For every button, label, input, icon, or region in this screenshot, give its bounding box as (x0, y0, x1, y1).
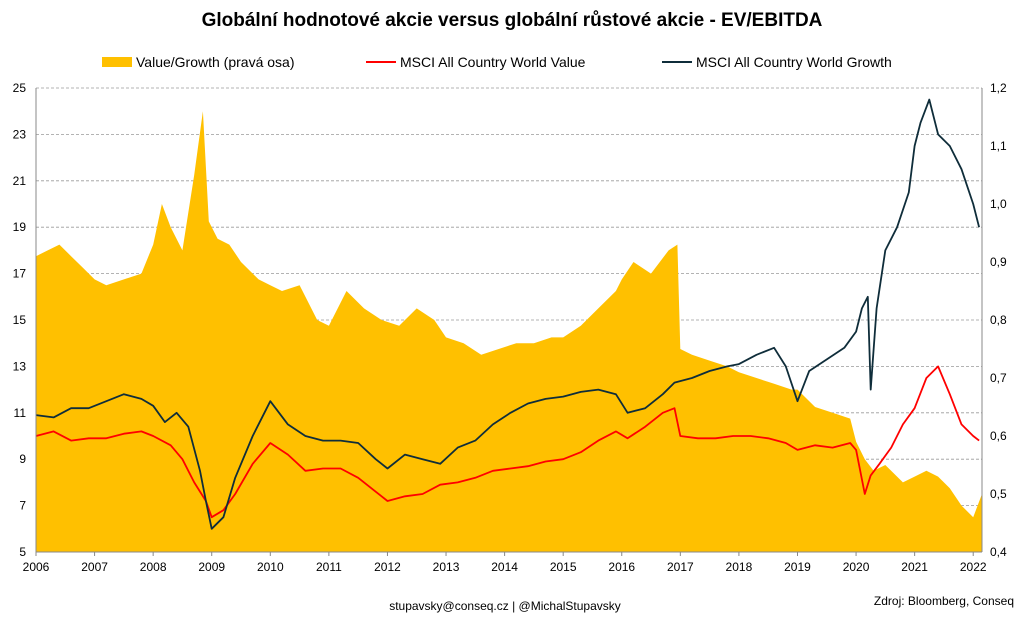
footer-source: Zdroj: Bloomberg, Conseq (874, 594, 1014, 608)
y-tick-left: 21 (13, 174, 27, 188)
x-tick-label: 2013 (433, 560, 460, 574)
y-tick-right: 1,2 (990, 81, 1007, 95)
x-tick-label: 2006 (23, 560, 50, 574)
chart-title: Globální hodnotové akcie versus globální… (202, 10, 823, 31)
footer-contact: stupavsky@conseq.cz | @MichalStupavsky (389, 599, 621, 613)
y-tick-left: 15 (13, 313, 27, 327)
x-tick-label: 2009 (198, 560, 225, 574)
y-tick-right: 0,5 (990, 487, 1007, 501)
series-area-value-growth (36, 111, 982, 552)
area-layer (36, 111, 982, 552)
y-tick-right: 1,0 (990, 197, 1007, 211)
legend-label: Value/Growth (pravá osa) (136, 54, 294, 70)
y-tick-right: 0,9 (990, 255, 1007, 269)
y-tick-left: 25 (13, 81, 27, 95)
x-tick-label: 2014 (491, 560, 518, 574)
x-tick-label: 2016 (608, 560, 635, 574)
axes: 5 7 9 11 13 15 17 19 21 23 25 0,4 0,5 0,6 0,7 0,8 0,9 1,0… (13, 81, 1007, 574)
series-line-2 (35, 98, 980, 530)
x-tick-label: 2020 (843, 560, 870, 574)
legend-swatch-area (102, 57, 132, 67)
x-tick-label: 2021 (901, 560, 928, 574)
y-tick-left: 7 (19, 499, 26, 513)
legend: Value/Growth (pravá osa) MSCI All Country… (102, 54, 892, 70)
y-tick-right: 0,4 (990, 545, 1007, 559)
x-tick-label: 2008 (140, 560, 167, 574)
y-tick-right: 1,1 (990, 139, 1007, 153)
x-tick-label: 2007 (81, 560, 108, 574)
y-tick-left: 19 (13, 220, 27, 234)
y-tick-left: 5 (19, 545, 26, 559)
x-tick-label: 2019 (784, 560, 811, 574)
x-tick-label: 2012 (374, 560, 401, 574)
x-tick-label: 2015 (550, 560, 577, 574)
x-tick-label: 2011 (316, 560, 342, 574)
y-tick-left: 9 (19, 452, 26, 466)
legend-label: MSCI All Country World Value (400, 54, 586, 70)
x-tick-label: 2010 (257, 560, 284, 574)
y-tick-left: 17 (13, 267, 27, 281)
legend-label: MSCI All Country World Growth (696, 54, 892, 70)
y-tick-right: 0,6 (990, 429, 1007, 443)
y-tick-left: 11 (14, 406, 27, 420)
x-tick-label: 2017 (667, 560, 694, 574)
y-tick-right: 0,7 (990, 371, 1007, 385)
y-tick-left: 23 (13, 127, 27, 141)
x-tick-label: 2018 (726, 560, 753, 574)
y-tick-right: 0,8 (990, 313, 1007, 327)
line-layer (35, 98, 980, 530)
series-line-1 (35, 365, 980, 519)
y-tick-left: 13 (13, 359, 27, 373)
x-tick-label: 2022 (960, 560, 987, 574)
